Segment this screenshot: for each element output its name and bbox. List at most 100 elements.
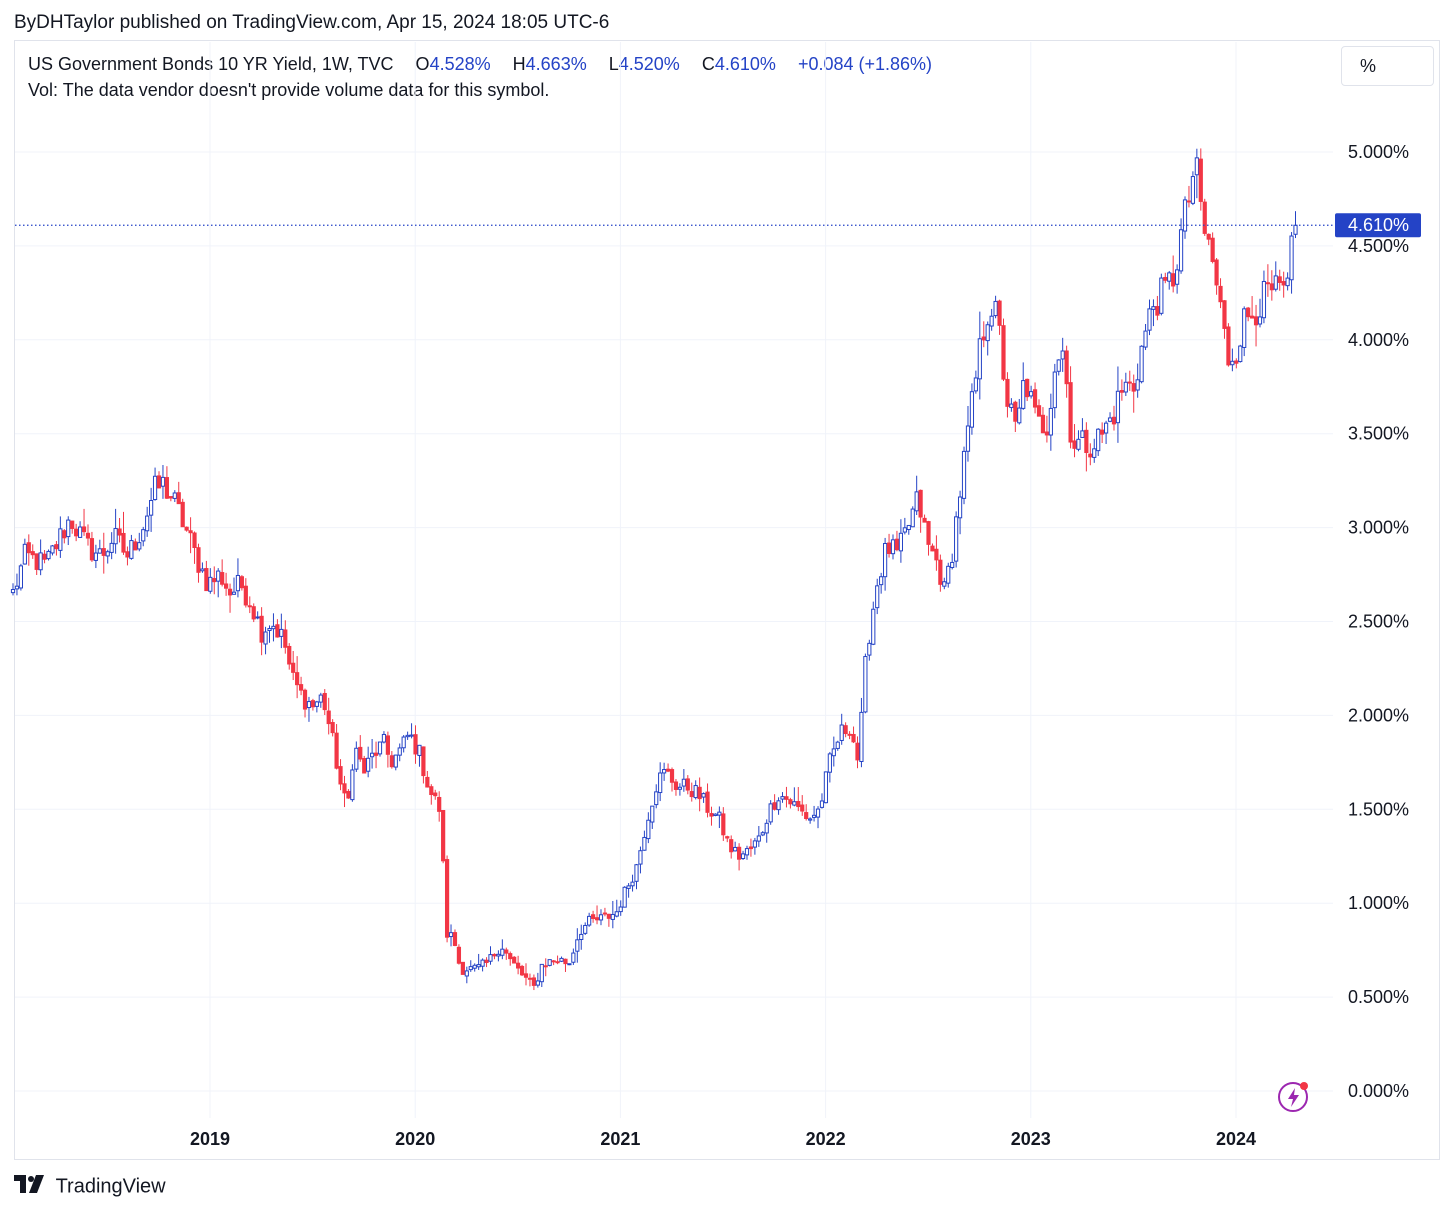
candle-body	[160, 476, 166, 487]
candle-body	[1131, 383, 1136, 392]
candle-body	[1139, 345, 1144, 383]
candle-body	[1147, 308, 1152, 331]
tradingview-brand[interactable]: TradingView	[14, 1175, 166, 1199]
candle-body	[149, 500, 154, 516]
candle-body	[389, 755, 394, 768]
candle-up	[973, 370, 978, 394]
candle-body	[1151, 306, 1156, 310]
lightning-icon[interactable]	[1278, 1082, 1308, 1112]
candle-body	[519, 965, 525, 976]
candle-body	[425, 776, 430, 788]
candle-down	[484, 957, 489, 968]
candle-body	[472, 964, 477, 969]
candle-down	[543, 958, 548, 977]
candle-body	[429, 786, 434, 796]
candle-body	[62, 530, 67, 539]
candle-up	[1056, 359, 1061, 376]
candle-up	[677, 783, 683, 796]
candle-down	[1202, 198, 1207, 236]
candle-body	[70, 520, 75, 529]
candle-body	[614, 911, 619, 917]
candle-down	[847, 731, 852, 740]
candle-body	[689, 791, 694, 798]
candle-down	[1281, 271, 1286, 298]
candle-down	[922, 514, 927, 523]
candle-down	[425, 771, 430, 788]
symbol-title[interactable]: US Government Bonds 10 YR Yield, 1W, TVC	[28, 54, 394, 74]
candle-body	[117, 528, 122, 536]
candle-up	[559, 956, 564, 963]
candle-body	[772, 802, 777, 810]
x-tick-label: 2023	[1011, 1129, 1051, 1149]
candle-up	[1115, 366, 1121, 443]
candle-up	[575, 928, 580, 963]
candle-up	[397, 743, 402, 762]
candle-up	[488, 946, 493, 965]
x-tick-label: 2021	[600, 1129, 640, 1149]
candle-up	[638, 846, 643, 874]
candle-body	[93, 552, 98, 561]
close-value: 4.610%	[714, 54, 776, 74]
candle-body	[1040, 414, 1046, 434]
candle-body	[145, 515, 150, 532]
candle-body	[930, 545, 935, 552]
candle-down	[180, 498, 185, 528]
candle-body	[709, 813, 714, 817]
candle-body	[843, 725, 848, 735]
candle-up	[875, 578, 880, 615]
percent-scale-button[interactable]: %	[1341, 46, 1434, 86]
candle-body	[1068, 382, 1073, 443]
candle-down	[527, 973, 533, 987]
candle-body	[204, 568, 209, 592]
candle-down	[512, 956, 517, 964]
high-label: H	[512, 54, 526, 74]
candle-body	[875, 585, 880, 609]
candle-down	[196, 543, 201, 583]
candle-down	[342, 775, 347, 808]
candle-down	[338, 759, 343, 791]
candle-body	[890, 539, 896, 555]
candle-body	[298, 684, 304, 691]
candle-body	[370, 752, 375, 758]
candle-body	[973, 377, 978, 392]
candle-body	[1182, 199, 1188, 232]
candle-down	[894, 530, 900, 552]
candle-body	[46, 550, 51, 560]
candle-up	[1009, 398, 1014, 412]
candle-body	[811, 814, 817, 818]
candle-down	[247, 596, 252, 614]
candle-body	[488, 954, 493, 962]
candle-body	[997, 300, 1002, 326]
candle-down	[1234, 358, 1239, 369]
candle-body	[1159, 277, 1164, 314]
candle-body	[673, 781, 679, 790]
candle-body	[756, 835, 761, 842]
candle-up	[208, 568, 213, 594]
candle-body	[744, 848, 750, 856]
candle-up	[1289, 232, 1294, 294]
candle-body	[701, 793, 706, 798]
candle-up	[377, 741, 383, 757]
candle-body	[961, 450, 967, 499]
candle-body	[1017, 407, 1022, 424]
candle-body	[693, 785, 698, 799]
candle-down	[1040, 407, 1046, 434]
candle-body	[1210, 237, 1215, 262]
candle-down	[326, 697, 331, 735]
candle-up	[1107, 412, 1113, 423]
candle-body	[417, 744, 422, 756]
candle-up	[977, 311, 982, 400]
candle-up	[401, 735, 406, 753]
candle-body	[815, 808, 821, 818]
candle-up	[567, 963, 572, 966]
candle-body	[725, 836, 730, 839]
candle-body	[531, 977, 537, 986]
chart-frame	[14, 40, 1440, 1160]
candle-up	[1151, 299, 1156, 327]
candle-body	[646, 819, 651, 840]
candle-body	[239, 576, 244, 589]
candle-body	[1029, 391, 1034, 397]
candle-body	[1202, 201, 1207, 234]
candle-down	[287, 643, 292, 670]
